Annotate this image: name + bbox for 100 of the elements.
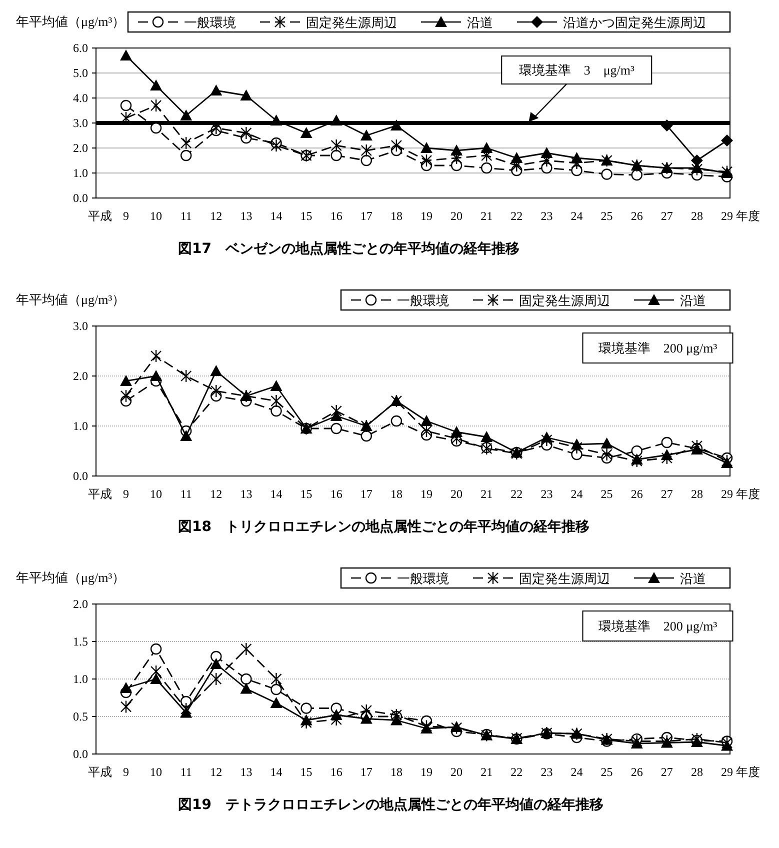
x-tick-label: 19 <box>420 209 432 223</box>
x-tick-label: 25 <box>600 209 613 223</box>
x-tick-label: 19 <box>420 487 432 501</box>
y-tick-label: 0.5 <box>73 710 88 724</box>
x-tick-label: 21 <box>480 487 493 501</box>
y-tick-label: 1.0 <box>73 419 88 434</box>
legend-label: 一般環境 <box>397 293 449 308</box>
x-tick-label: 14 <box>270 765 282 779</box>
legend-label: 沿道かつ固定発生源周辺 <box>563 15 706 30</box>
x-tick-label: 24 <box>570 765 583 779</box>
x-tick-label: 18 <box>390 765 402 779</box>
x-tick-label: 27 <box>660 487 673 501</box>
legend-label: 固定発生源周辺 <box>306 15 397 30</box>
x-tick-label: 21 <box>480 765 493 779</box>
x-tick-label: 23 <box>540 765 553 779</box>
y-tick-label: 0.0 <box>73 191 88 206</box>
x-tick-label: 17 <box>360 209 372 223</box>
x-tick-label: 10 <box>150 765 162 779</box>
x-tick-label: 20 <box>450 765 463 779</box>
x-tick-label: 16 <box>330 209 342 223</box>
x-tick-label: 22 <box>510 487 523 501</box>
x-tick-label: 12 <box>210 765 222 779</box>
x-tick-label: 29 <box>721 209 733 223</box>
legend-label: 沿道 <box>680 293 706 308</box>
x-tick-label: 20 <box>450 209 463 223</box>
x-tick-label: 23 <box>540 487 553 501</box>
legend-label: 一般環境 <box>184 15 236 30</box>
text: 図17 ベンゼンの地点属性ごとの年平均値の経年推移 <box>178 241 520 257</box>
text: 図18 トリクロロエチレンの地点属性ごとの年平均値の経年推移 <box>178 519 590 535</box>
x-tick-label: 22 <box>510 209 523 223</box>
y-tick-label: 1.0 <box>73 672 88 686</box>
x-tick-label: 10 <box>150 487 162 501</box>
x-tick-label: 16 <box>330 487 342 501</box>
x-tick-label: 22 <box>510 765 523 779</box>
text: 平成 <box>88 765 112 779</box>
text: 平成 <box>88 209 112 223</box>
legend-label: 沿道 <box>467 15 493 30</box>
x-tick-label: 20 <box>450 487 463 501</box>
x-tick-label: 23 <box>540 209 553 223</box>
text: 平成 <box>88 487 112 501</box>
x-tick-label: 14 <box>270 487 282 501</box>
x-tick-label: 17 <box>360 765 372 779</box>
y-tick-label: 4.0 <box>73 91 88 106</box>
annotation: 環境基準 200 μg/m³ <box>598 340 718 356</box>
legend-label: 固定発生源周辺 <box>519 571 610 586</box>
x-tick-label: 9 <box>123 487 129 501</box>
x-tick-label: 26 <box>630 765 643 779</box>
y-tick-label: 1.5 <box>73 634 88 649</box>
x-tick-label: 21 <box>480 209 493 223</box>
x-tick-label: 15 <box>300 765 312 779</box>
x-tick-label: 9 <box>123 765 129 779</box>
x-tick-label: 24 <box>570 209 583 223</box>
x-tick-label: 17 <box>360 487 372 501</box>
annotation: 環境基準 200 μg/m³ <box>598 618 718 634</box>
x-tick-label: 26 <box>630 487 643 501</box>
y-tick-label: 2.0 <box>73 369 88 384</box>
ref-line-label: 環境基準 3 μg/m³ <box>518 62 635 78</box>
x-tick-label: 24 <box>570 487 583 501</box>
y-tick-label: 3.0 <box>73 116 88 130</box>
x-tick-label: 11 <box>180 765 192 779</box>
text: 図19 テトラクロロエチレンの地点属性ごとの年平均値の経年推移 <box>178 797 604 813</box>
x-tick-label: 10 <box>150 209 162 223</box>
x-tick-label: 14 <box>270 209 282 223</box>
y-tick-label: 2.0 <box>73 141 88 156</box>
x-tick-label: 13 <box>240 487 252 501</box>
legend-label: 沿道 <box>680 571 706 586</box>
x-tick-label: 13 <box>240 209 252 223</box>
x-tick-label: 28 <box>690 765 703 779</box>
y-tick-label: 1.0 <box>73 166 88 180</box>
legend-label: 一般環境 <box>397 571 449 586</box>
y-axis-title: 年平均値（μg/m³） <box>16 570 126 585</box>
y-axis-title: 年平均値（μg/m³） <box>16 292 126 307</box>
x-tick-label: 15 <box>300 487 312 501</box>
x-tick-label: 28 <box>690 209 703 223</box>
legend-label: 固定発生源周辺 <box>519 293 610 308</box>
x-tick-label: 19 <box>420 765 432 779</box>
y-tick-label: 6.0 <box>73 41 88 56</box>
x-tick-label: 18 <box>390 487 402 501</box>
x-tick-label: 12 <box>210 487 222 501</box>
x-tick-label: 15 <box>300 209 312 223</box>
x-tick-label: 29 <box>721 487 733 501</box>
x-tick-label: 9 <box>123 209 129 223</box>
y-tick-label: 3.0 <box>73 319 88 334</box>
x-tick-label: 11 <box>180 209 192 223</box>
x-tick-label: 29 <box>721 765 733 779</box>
x-tick-label: 25 <box>600 487 613 501</box>
y-tick-label: 0.0 <box>73 747 88 762</box>
x-tick-label: 18 <box>390 209 402 223</box>
y-axis-title: 年平均値（μg/m³） <box>16 14 126 29</box>
x-tick-label: 25 <box>600 765 613 779</box>
x-axis-title: 年度 <box>736 487 760 501</box>
x-tick-label: 27 <box>660 765 673 779</box>
x-tick-label: 12 <box>210 209 222 223</box>
x-tick-label: 13 <box>240 765 252 779</box>
x-tick-label: 11 <box>180 487 192 501</box>
x-tick-label: 16 <box>330 765 342 779</box>
x-axis-title: 年度 <box>736 209 760 223</box>
x-axis-title: 年度 <box>736 765 760 779</box>
y-tick-label: 0.0 <box>73 469 88 484</box>
y-tick-label: 2.0 <box>73 597 88 612</box>
